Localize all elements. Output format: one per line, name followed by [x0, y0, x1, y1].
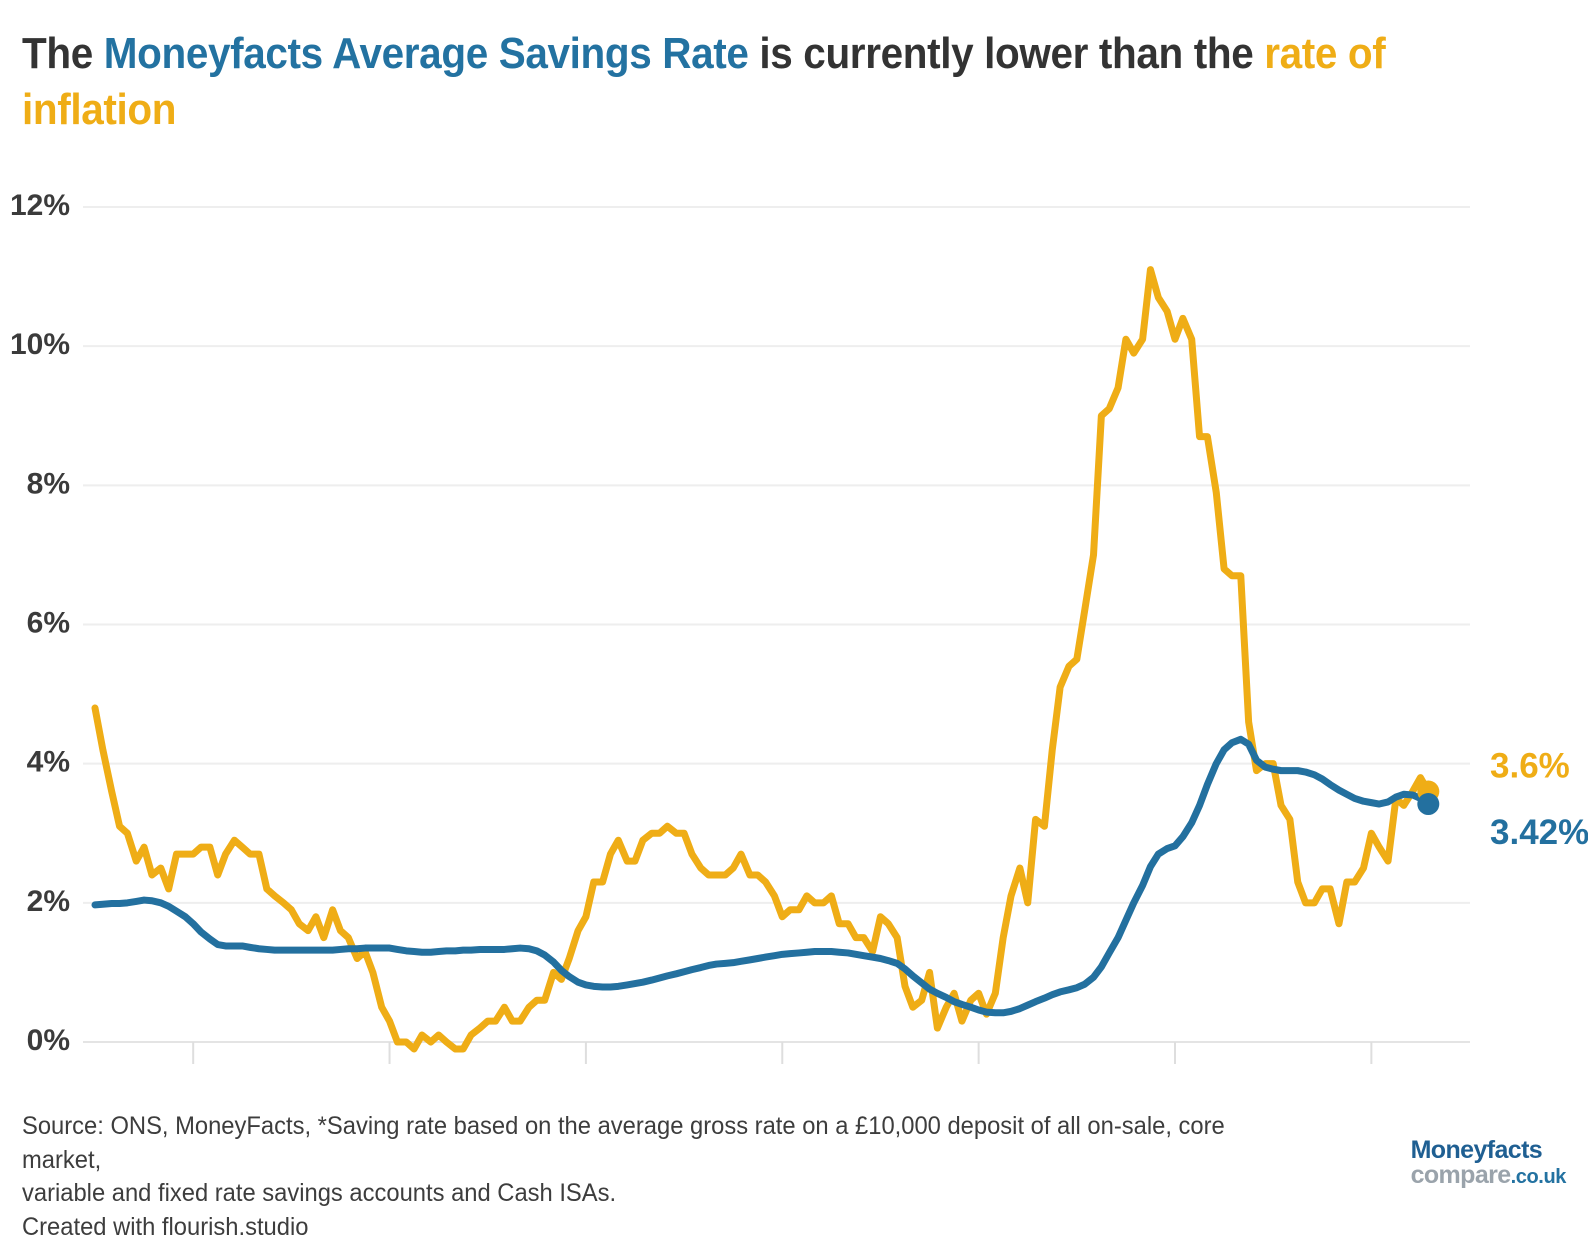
- y-axis-label-0%: 0%: [27, 1024, 70, 1057]
- source-line-3: Created with flourish.studio: [22, 1212, 309, 1241]
- end-label-savings-rate: 3.42%: [1490, 813, 1588, 852]
- y-axis-label-12%: 12%: [10, 189, 70, 222]
- logo-moneyfacts-text: Moneyfacts: [1410, 1136, 1543, 1164]
- source-line-1: Source: ONS, MoneyFacts, *Saving rate ba…: [22, 1112, 1225, 1174]
- series-line-savings-rate: [91, 735, 1432, 1017]
- y-axis-labels: 0% 2% 4% 6% 8% 10% 12%: [10, 189, 70, 1057]
- y-axis-label-4%: 4%: [27, 746, 70, 779]
- gridlines: [83, 206, 1470, 1043]
- chart-container: 0%2%4%6%8%10%12% 20132015201720192021202…: [0, 185, 1588, 1065]
- end-value-labels: 3.6% 3.42%: [1490, 747, 1588, 853]
- title-part-the: The: [22, 29, 104, 78]
- end-point-markers: [1417, 780, 1440, 816]
- title-part-inflation: rate of inflation: [22, 29, 1386, 134]
- y-axis-label-6%: 6%: [27, 606, 70, 639]
- line-chart: 0%2%4%6%8%10%12% 20132015201720192021202…: [10, 189, 1588, 1064]
- logo-compare-text: compare: [1410, 1161, 1512, 1189]
- y-axis-label-2%: 2%: [27, 885, 70, 918]
- title-part-middle: is currently lower than the: [748, 29, 1265, 78]
- data-series: [91, 266, 1432, 1053]
- x-tick-marks: [192, 1042, 1373, 1064]
- y-axis-label-8%: 8%: [27, 467, 70, 500]
- source-line-2: variable and fixed rate savings accounts…: [22, 1179, 617, 1207]
- end-label-inflation: 3.6%: [1490, 747, 1570, 786]
- source-note: Source: ONS, MoneyFacts, *Saving rate ba…: [22, 1110, 1286, 1244]
- end-marker-savings-rate: [1417, 793, 1440, 816]
- title-part-brand: Moneyfacts Average Savings Rate: [103, 29, 749, 78]
- logo-domain-text: .co.uk: [1510, 1166, 1567, 1188]
- moneyfacts-logo[interactable]: Moneyfacts compare.co.uk: [1410, 1136, 1567, 1189]
- y-axis-label-10%: 10%: [10, 328, 70, 361]
- series-line-inflation: [91, 266, 1432, 1053]
- page-title: The Moneyfacts Average Savings Rate is c…: [22, 26, 1439, 138]
